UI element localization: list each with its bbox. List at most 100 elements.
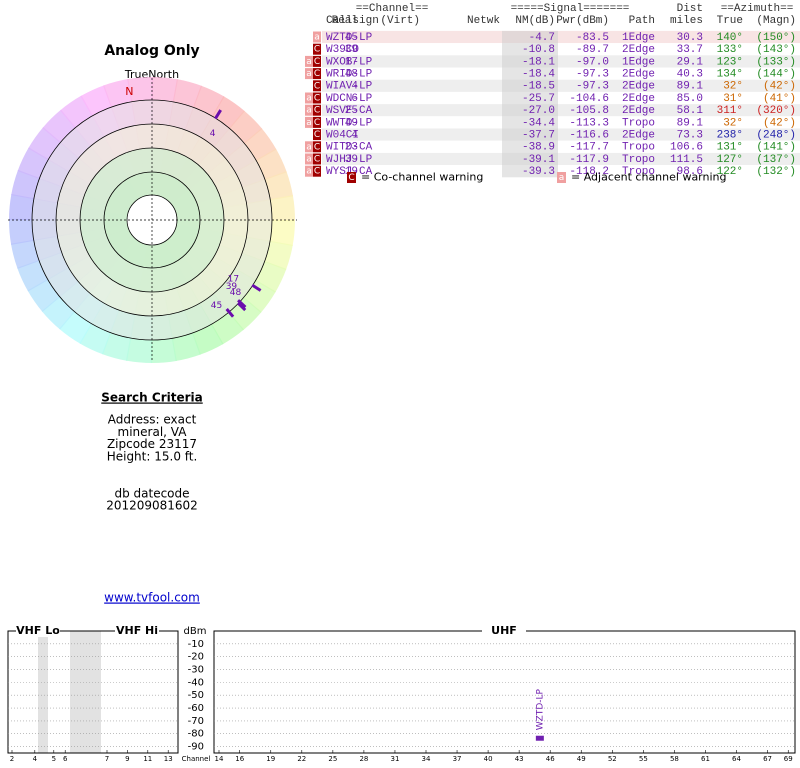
warning-flag-bg — [313, 104, 321, 116]
section-label: VHF Hi — [116, 624, 158, 637]
cell-pwr: -118.2 — [569, 166, 609, 178]
row-bg — [322, 67, 800, 80]
cell-true: 131° — [717, 142, 743, 154]
cell-callsign: W04CI — [326, 130, 359, 142]
warning-flag: C — [314, 57, 320, 67]
column-header: Netwk — [467, 15, 500, 27]
cell-dist: 106.6 — [670, 142, 703, 154]
cell-real: 25 — [345, 105, 358, 117]
warning-flag-bg — [305, 153, 313, 165]
site-link[interactable]: www.tvfool.com — [104, 591, 200, 605]
column-header: (Magn) — [756, 15, 796, 27]
cell-nm: -18.5 — [522, 81, 555, 93]
row-bg — [322, 43, 800, 56]
cell-path: 1Edge — [622, 32, 655, 44]
warning-flag-bg — [305, 116, 313, 128]
cell-callsign: WRID-LP — [326, 69, 373, 81]
cell-magn: (144°) — [756, 69, 796, 81]
cell-nm: -39.1 — [522, 154, 555, 166]
warning-flag: C — [314, 142, 320, 152]
cell-magn: (137°) — [756, 154, 796, 166]
x-tick-label: 13 — [164, 755, 173, 763]
cell-dist: 111.5 — [670, 154, 703, 166]
cell-true: 127° — [717, 154, 743, 166]
column-header: True — [717, 15, 743, 27]
x-tick-label: 5 — [52, 755, 56, 763]
cell-dist: 98.6 — [677, 166, 703, 178]
cell-true: 31° — [723, 93, 743, 105]
cell-path: Tropo — [622, 166, 655, 178]
legend-symbol: C — [348, 173, 354, 183]
station-mark — [237, 299, 247, 309]
y-tick-label: -20 — [188, 652, 204, 663]
cell-nm: -10.8 — [522, 44, 555, 56]
warning-flag-bg — [313, 116, 321, 128]
warning-flag-bg — [305, 141, 313, 153]
x-tick-label: 34 — [422, 755, 431, 763]
station-label: 39 — [226, 282, 238, 292]
cell-pwr: -97.0 — [576, 56, 609, 68]
x-tick-label: 61 — [701, 755, 710, 763]
cell-nm: -37.7 — [522, 130, 555, 142]
x-tick-label: 25 — [328, 755, 337, 763]
y-tick-label: -50 — [188, 690, 204, 701]
vhf-panel — [7, 630, 179, 754]
x-axis-label: Channel — [182, 755, 211, 763]
legend-swatch — [557, 172, 566, 183]
cell-dist: 40.3 — [677, 69, 703, 81]
cell-magn: (248°) — [756, 130, 796, 142]
x-tick-label: 14 — [215, 755, 224, 763]
row-bg — [322, 91, 800, 105]
row-bg — [322, 55, 800, 68]
warning-flag: a — [306, 69, 312, 79]
y-tick-label: -70 — [188, 716, 204, 727]
cell-true: 32° — [723, 81, 743, 93]
cell-path: Tropo — [622, 117, 655, 129]
cell-pwr: -117.9 — [569, 154, 609, 166]
cell-pwr: -105.8 — [569, 105, 609, 117]
x-tick-label: 11 — [143, 755, 152, 763]
station-label: 48 — [230, 288, 242, 298]
cell-nm: -18.1 — [522, 56, 555, 68]
cell-real: 45 — [345, 32, 358, 44]
cell-true: 311° — [717, 105, 743, 117]
warning-flag-bg — [305, 104, 313, 116]
warning-flag: C — [314, 155, 320, 165]
uhf-panel — [213, 630, 796, 754]
y-axis-label: dBm — [184, 626, 207, 637]
section-label: UHF — [491, 624, 517, 637]
row-bg — [322, 30, 800, 44]
row-bg — [322, 152, 800, 166]
cell-nm: -39.3 — [522, 166, 555, 178]
warning-flag: a — [306, 167, 312, 177]
cell-path: 2Edge — [622, 130, 655, 142]
spectrum-chart: -10 -20 -30-40 -50 -60 -70 -80 -90 VHF Lo VHF Hi U… — [7, 624, 796, 763]
cell-callsign: WWTD-LP — [326, 117, 373, 129]
cell-pwr: -97.3 — [576, 69, 609, 81]
cell-pwr: -97.3 — [576, 81, 609, 93]
station-mark — [236, 302, 247, 312]
x-tick-label: 43 — [515, 755, 524, 763]
x-tick-label: 6 — [63, 755, 68, 763]
cell-magn: (41°) — [763, 93, 796, 105]
station-mark — [251, 283, 262, 292]
warning-flag-bg — [313, 92, 321, 104]
cell-callsign: WIAV-LP — [326, 81, 373, 93]
warning-flag: C — [314, 118, 320, 128]
cell-magn: (141°) — [756, 142, 796, 154]
cell-true: 133° — [717, 44, 743, 56]
warning-flag-bg — [313, 129, 321, 141]
station-label: 45 — [211, 301, 222, 311]
cell-callsign: WJHJ-LP — [326, 154, 373, 166]
y-tick-label: -90 — [188, 742, 204, 753]
warning-flag-bg — [313, 80, 321, 92]
warning-flag: C — [314, 106, 320, 116]
x-tick-label: 22 — [297, 755, 306, 763]
cell-nm: -25.7 — [522, 93, 555, 105]
band-gap — [38, 631, 48, 753]
cell-magn: (133°) — [756, 56, 796, 68]
cell-real: 4 — [351, 81, 358, 93]
nm-column-bg — [502, 30, 558, 178]
cell-path: 1Edge — [622, 56, 655, 68]
